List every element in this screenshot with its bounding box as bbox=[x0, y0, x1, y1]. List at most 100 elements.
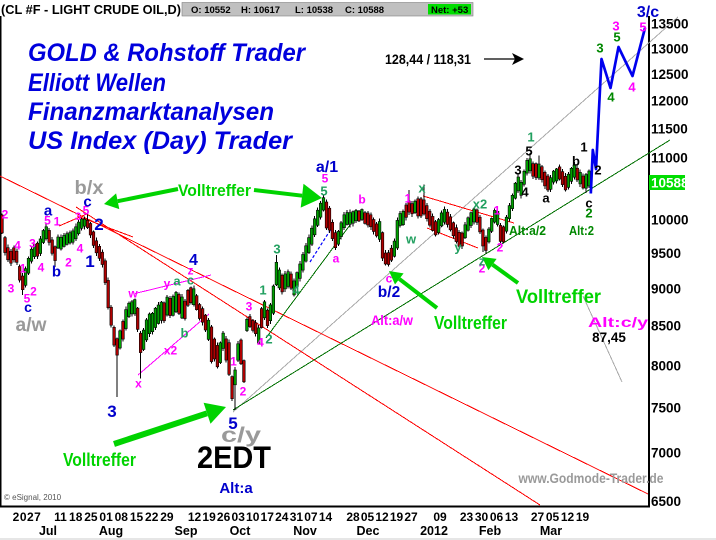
svg-text:3: 3 bbox=[246, 299, 253, 313]
svg-text:US Index (Day) Trader: US Index (Day) Trader bbox=[28, 127, 293, 155]
svg-text:c: c bbox=[187, 273, 194, 288]
svg-text:5: 5 bbox=[44, 213, 51, 227]
svg-text:a/w: a/w bbox=[16, 315, 47, 336]
svg-text:Elliott Wellen: Elliott Wellen bbox=[28, 69, 166, 97]
svg-text:a: a bbox=[542, 191, 550, 206]
svg-text:17: 17 bbox=[261, 510, 275, 524]
svg-text:z: z bbox=[479, 254, 486, 269]
svg-text:5: 5 bbox=[613, 30, 620, 45]
svg-text:12: 12 bbox=[375, 510, 389, 524]
svg-text:1: 1 bbox=[20, 261, 27, 275]
svg-text:05: 05 bbox=[361, 510, 375, 524]
svg-text:Oct: Oct bbox=[230, 524, 252, 538]
svg-text:Nov: Nov bbox=[293, 524, 317, 538]
svg-text:2: 2 bbox=[594, 163, 601, 178]
svg-text:19: 19 bbox=[202, 510, 216, 524]
svg-text:b: b bbox=[52, 263, 61, 280]
svg-text:Volltreffer: Volltreffer bbox=[178, 181, 251, 200]
svg-text:3: 3 bbox=[107, 402, 116, 421]
svg-text:c/y: c/y bbox=[221, 424, 261, 447]
svg-text:2: 2 bbox=[585, 206, 592, 221]
svg-text:26: 26 bbox=[217, 510, 231, 524]
svg-text:10588: 10588 bbox=[651, 176, 689, 191]
svg-text:www.Godmode-Trader.de: www.Godmode-Trader.de bbox=[518, 470, 664, 486]
svg-text:12: 12 bbox=[561, 510, 575, 524]
svg-text:Alt:2: Alt:2 bbox=[569, 223, 594, 238]
svg-text:2: 2 bbox=[30, 284, 37, 298]
svg-text:4: 4 bbox=[77, 241, 84, 255]
svg-text:3: 3 bbox=[75, 211, 81, 223]
svg-text:a: a bbox=[173, 274, 181, 289]
svg-text:11: 11 bbox=[54, 510, 67, 524]
svg-text:2: 2 bbox=[497, 240, 504, 254]
svg-text:H: 10617: H: 10617 bbox=[241, 5, 280, 16]
svg-text:29: 29 bbox=[160, 510, 174, 524]
svg-text:c: c bbox=[24, 299, 32, 315]
svg-text:13000: 13000 bbox=[651, 41, 689, 56]
svg-text:1: 1 bbox=[405, 191, 412, 205]
svg-text:13: 13 bbox=[505, 510, 519, 524]
svg-text:4: 4 bbox=[189, 252, 198, 269]
svg-text:8500: 8500 bbox=[651, 319, 681, 334]
svg-text:b: b bbox=[572, 154, 580, 169]
svg-text:3: 3 bbox=[596, 41, 603, 56]
svg-text:Alt:a/2: Alt:a/2 bbox=[509, 223, 546, 238]
svg-text:Feb: Feb bbox=[479, 524, 502, 538]
svg-text:b/2: b/2 bbox=[378, 284, 400, 301]
svg-text:03: 03 bbox=[232, 510, 246, 524]
svg-text:b: b bbox=[358, 192, 365, 206]
svg-text:9000: 9000 bbox=[651, 281, 681, 296]
svg-text:5: 5 bbox=[24, 291, 31, 305]
svg-text:b: b bbox=[181, 326, 189, 341]
svg-text:Volltreffer: Volltreffer bbox=[434, 313, 507, 333]
svg-text:w: w bbox=[405, 232, 417, 247]
svg-text:y: y bbox=[164, 276, 171, 290]
svg-text:4: 4 bbox=[607, 90, 615, 105]
svg-text:1: 1 bbox=[259, 283, 266, 298]
svg-text:2: 2 bbox=[479, 261, 486, 275]
svg-text:Sep: Sep bbox=[175, 524, 198, 538]
svg-text:Alt:c/y: Alt:c/y bbox=[588, 314, 648, 330]
svg-text:7000: 7000 bbox=[651, 445, 681, 460]
svg-text:4: 4 bbox=[14, 238, 21, 252]
svg-text:05: 05 bbox=[546, 510, 560, 524]
svg-text:Alt:a: Alt:a bbox=[219, 480, 253, 497]
svg-text:GOLD & Rohstoff Trader: GOLD & Rohstoff Trader bbox=[28, 39, 306, 67]
svg-text:x2: x2 bbox=[164, 343, 178, 357]
svg-text:12500: 12500 bbox=[651, 67, 689, 82]
svg-text:2012: 2012 bbox=[420, 524, 448, 538]
svg-text:5: 5 bbox=[639, 20, 646, 35]
svg-text:4: 4 bbox=[628, 80, 636, 95]
svg-text:2: 2 bbox=[265, 332, 272, 347]
svg-text:06: 06 bbox=[490, 510, 504, 524]
svg-text:O: 10552: O: 10552 bbox=[191, 5, 231, 16]
svg-text:Dec: Dec bbox=[357, 524, 380, 538]
svg-text:2: 2 bbox=[94, 215, 103, 234]
svg-text:01: 01 bbox=[99, 510, 113, 524]
svg-text:27: 27 bbox=[404, 510, 418, 524]
svg-text:Net: +53: Net: +53 bbox=[431, 5, 468, 16]
svg-text:10: 10 bbox=[246, 510, 260, 524]
svg-text:15: 15 bbox=[130, 510, 144, 524]
svg-text:a/1: a/1 bbox=[316, 159, 338, 176]
svg-text:3: 3 bbox=[612, 19, 619, 34]
svg-text:8000: 8000 bbox=[651, 358, 681, 373]
svg-text:27: 27 bbox=[531, 510, 545, 524]
svg-text:Volltreffer: Volltreffer bbox=[516, 287, 602, 308]
svg-text:Alt:a/w: Alt:a/w bbox=[371, 312, 413, 328]
svg-text:b/x: b/x bbox=[75, 178, 104, 199]
svg-text:a: a bbox=[333, 251, 340, 265]
svg-text:5: 5 bbox=[320, 184, 327, 199]
svg-text:08: 08 bbox=[115, 510, 129, 524]
svg-text:y: y bbox=[454, 240, 462, 255]
svg-text:1: 1 bbox=[527, 130, 534, 145]
svg-text:28: 28 bbox=[346, 510, 360, 524]
svg-text:2: 2 bbox=[240, 384, 247, 398]
svg-text:5: 5 bbox=[322, 171, 329, 185]
svg-text:07: 07 bbox=[304, 510, 318, 524]
svg-text:2EDT: 2EDT bbox=[197, 439, 271, 475]
svg-text:Finanzmarktanalysen: Finanzmarktanalysen bbox=[28, 98, 274, 126]
svg-text:7500: 7500 bbox=[651, 400, 681, 415]
svg-text:Mar: Mar bbox=[540, 524, 562, 538]
svg-text:3/c: 3/c bbox=[637, 4, 659, 21]
